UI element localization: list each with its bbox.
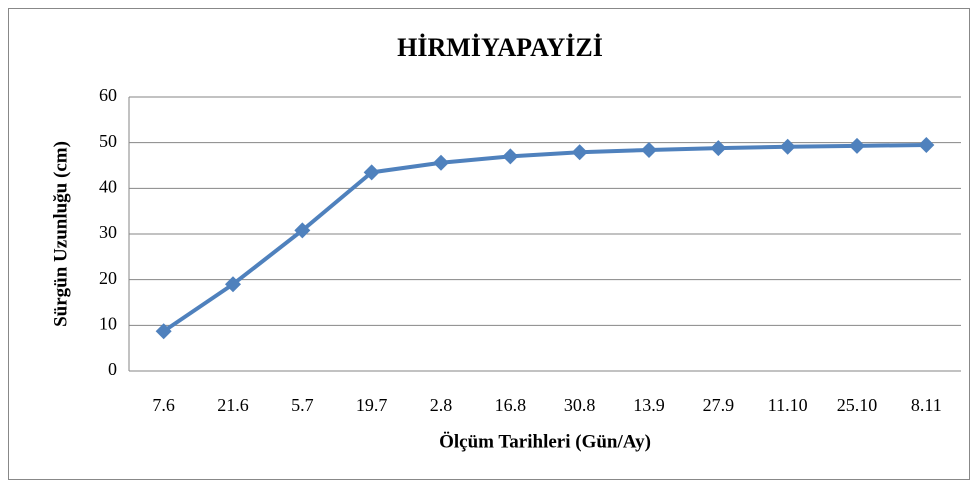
series-line (162, 142, 927, 333)
x-tick-label: 25.10 (837, 395, 878, 415)
y-tick-label: 60 (99, 85, 117, 105)
x-tick-label: 19.7 (356, 395, 388, 415)
data-point (433, 154, 449, 171)
x-tick-label: 30.8 (564, 395, 596, 415)
data-point (155, 323, 172, 340)
data-point (502, 148, 519, 165)
y-tick-label: 50 (99, 131, 117, 151)
y-tick-label: 30 (99, 222, 117, 242)
data-point (710, 140, 727, 157)
data-point (363, 164, 380, 181)
x-tick-label: 8.11 (911, 395, 942, 415)
y-tick-label: 20 (99, 268, 117, 288)
data-point (225, 276, 241, 293)
chart-title: HİRMİYAPAYİZİ (397, 33, 603, 62)
data-point (294, 222, 311, 239)
x-tick-label: 16.8 (495, 395, 527, 415)
x-tick-label: 21.6 (217, 395, 249, 415)
x-tick-label: 2.8 (430, 395, 453, 415)
data-point (641, 141, 657, 158)
y-tick-label: 0 (108, 359, 117, 379)
y-tick-label: 40 (99, 176, 117, 196)
y-tick-label: 10 (99, 313, 117, 333)
x-tick-label: 5.7 (291, 395, 314, 415)
data-point (779, 138, 796, 155)
chart-border (8, 8, 970, 480)
x-axis-title: Ölçüm Tarihleri (Gün/Ay) (439, 431, 651, 452)
x-tick-label: 27.9 (703, 395, 735, 415)
data-point (571, 144, 588, 161)
data-point (849, 137, 865, 154)
data-point (918, 136, 935, 153)
x-tick-label: 11.10 (768, 395, 808, 415)
x-tick-label: 13.9 (633, 395, 665, 415)
y-axis-title: Sürgün Uzunluğu (cm) (50, 141, 71, 327)
x-tick-label: 7.6 (152, 395, 175, 415)
